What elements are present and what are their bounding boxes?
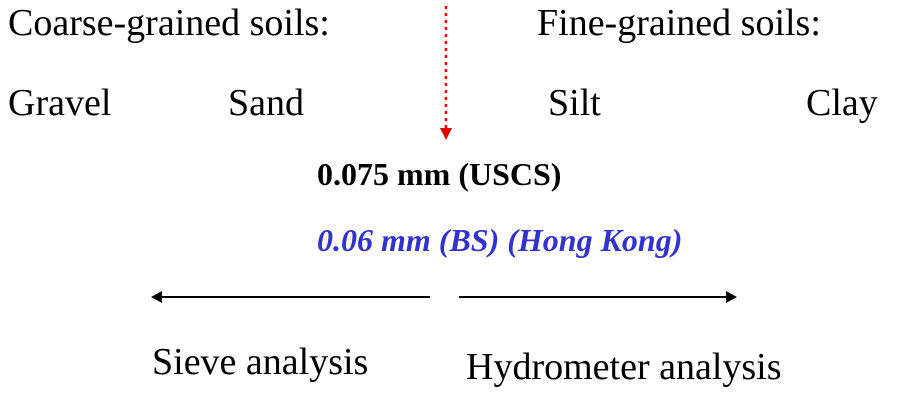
soil-label-sand: Sand bbox=[228, 82, 304, 124]
left-arrowhead-icon bbox=[151, 291, 162, 303]
right-arrowhead-icon bbox=[726, 291, 737, 303]
bs-boundary-label: 0.06 mm (BS) (Hong Kong) bbox=[317, 222, 683, 258]
sieve-analysis-label: Sieve analysis bbox=[152, 341, 369, 383]
divider-arrowhead-icon bbox=[440, 128, 452, 140]
hydrometer-range-arrow bbox=[459, 291, 737, 303]
hydrometer-analysis-label: Hydrometer analysis bbox=[466, 346, 782, 388]
sieve-range-arrow bbox=[151, 291, 430, 303]
boundary-divider-arrow bbox=[440, 6, 452, 140]
coarse-grained-heading: Coarse-grained soils: bbox=[8, 2, 330, 44]
soil-label-gravel: Gravel bbox=[8, 82, 112, 124]
fine-grained-heading: Fine-grained soils: bbox=[537, 2, 821, 44]
uscs-boundary-label: 0.075 mm (USCS) bbox=[317, 156, 562, 192]
soil-label-silt: Silt bbox=[548, 82, 601, 124]
soil-label-clay: Clay bbox=[806, 82, 878, 124]
